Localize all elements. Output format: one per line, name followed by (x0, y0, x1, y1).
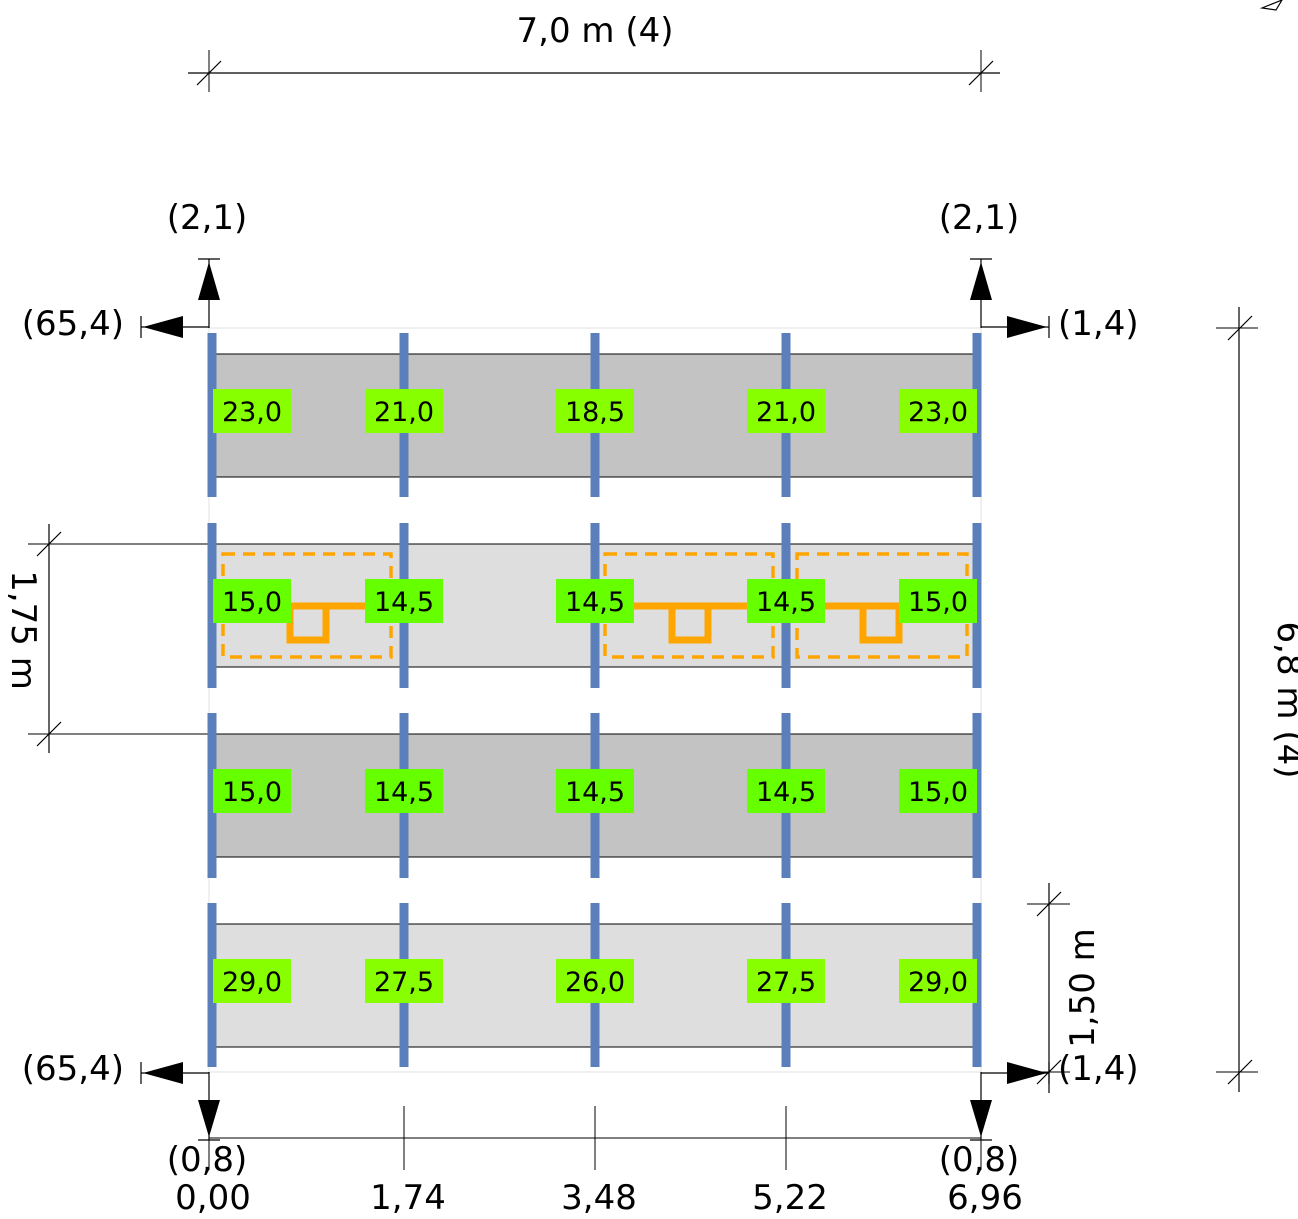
load-value-label: 26,0 (556, 959, 634, 1003)
load-value-label: 29,0 (213, 959, 291, 1003)
load-value-label: 14,5 (365, 579, 443, 623)
load-value-label: 27,5 (365, 959, 443, 1003)
load-value-label: 14,5 (556, 579, 634, 623)
corner-label-top-left-up: (2,1) (167, 198, 248, 238)
load-value-label: 14,5 (747, 579, 825, 623)
corner-label-top-right-side: (1,4) (1058, 304, 1139, 344)
corner-labels: (2,1) (2,1) (65,4) (1,4) (65,4) (1,4) (0… (22, 198, 1139, 1180)
load-value-label: 21,0 (365, 389, 443, 433)
load-value-label: 14,5 (747, 769, 825, 813)
load-value-text: 15,0 (908, 587, 968, 618)
axis-tick-label: 3,48 (561, 1178, 637, 1218)
load-value-label: 15,0 (213, 769, 291, 813)
top-dimension-label: 7,0 m (4) (517, 11, 674, 51)
load-value-text: 14,5 (756, 587, 816, 618)
load-value-text: 15,0 (222, 587, 282, 618)
load-labels: 23,0 21,0 18,5 21,0 23,0 15,0 14,5 14,5 14,5 15,0… (213, 389, 977, 1003)
load-value-label: 18,5 (556, 389, 634, 433)
left-dimension-label: 1,75 m (3, 570, 43, 690)
corner-label-bottom-left-side: (65,4) (22, 1049, 124, 1089)
axis-tick-label: 1,74 (370, 1178, 446, 1218)
arrow-up-icon (198, 258, 220, 328)
corner-label-bottom-right-down: (0,8) (939, 1140, 1020, 1180)
load-value-text: 14,5 (756, 777, 816, 808)
load-value-text: 27,5 (756, 967, 816, 998)
corner-label-top-left-side: (65,4) (22, 304, 124, 344)
arrow-left-icon (140, 316, 209, 338)
load-value-label: 29,0 (899, 959, 977, 1003)
load-value-text: 15,0 (222, 777, 282, 808)
axis-tick-label: 5,22 (752, 1178, 828, 1218)
north-arrow-icon (1259, 0, 1283, 11)
load-value-label: 21,0 (747, 389, 825, 433)
left-dimension: 1,75 m (3, 524, 214, 753)
load-value-label: 23,0 (213, 389, 291, 433)
load-value-text: 27,5 (374, 967, 434, 998)
bottom-right-dimension-label: 1,50 m (1063, 928, 1103, 1048)
corner-label-top-right-up: (2,1) (939, 198, 1020, 238)
arrow-right-icon (981, 1062, 1050, 1084)
load-value-label: 14,5 (365, 769, 443, 813)
axis-tick-label: 0,00 (175, 1178, 251, 1218)
load-value-label: 15,0 (899, 769, 977, 813)
arrow-left-icon (140, 1062, 209, 1084)
corner-label-bottom-left-down: (0,8) (167, 1140, 248, 1180)
load-value-label: 14,5 (556, 769, 634, 813)
corner-label-bottom-right-side: (1,4) (1058, 1049, 1139, 1089)
load-value-text: 21,0 (756, 397, 816, 428)
axis-tick-label: 6,96 (947, 1178, 1023, 1218)
load-value-text: 29,0 (222, 967, 282, 998)
load-value-text: 23,0 (908, 397, 968, 428)
right-dimension: 6,8 m (4) (1216, 307, 1298, 1092)
load-value-text: 14,5 (565, 587, 625, 618)
load-value-text: 26,0 (565, 967, 625, 998)
load-value-text: 15,0 (908, 777, 968, 808)
load-value-label: 15,0 (213, 579, 291, 623)
load-value-text: 14,5 (565, 777, 625, 808)
load-value-text: 14,5 (374, 777, 434, 808)
load-value-label: 23,0 (899, 389, 977, 433)
load-value-label: 15,0 (899, 579, 977, 623)
load-value-text: 14,5 (374, 587, 434, 618)
arrow-up-icon (970, 258, 992, 328)
load-value-text: 23,0 (222, 397, 282, 428)
right-dimension-label: 6,8 m (4) (1269, 622, 1298, 779)
top-dimension: 7,0 m (4) (188, 11, 1000, 92)
load-value-label: 27,5 (747, 959, 825, 1003)
arrow-right-icon (981, 316, 1050, 338)
bottom-axis: 0,00 1,74 3,48 5,22 6,96 (175, 1106, 1023, 1218)
load-value-text: 18,5 (565, 397, 625, 428)
load-value-text: 29,0 (908, 967, 968, 998)
scaffold-outline (208, 327, 982, 1073)
load-value-text: 21,0 (374, 397, 434, 428)
